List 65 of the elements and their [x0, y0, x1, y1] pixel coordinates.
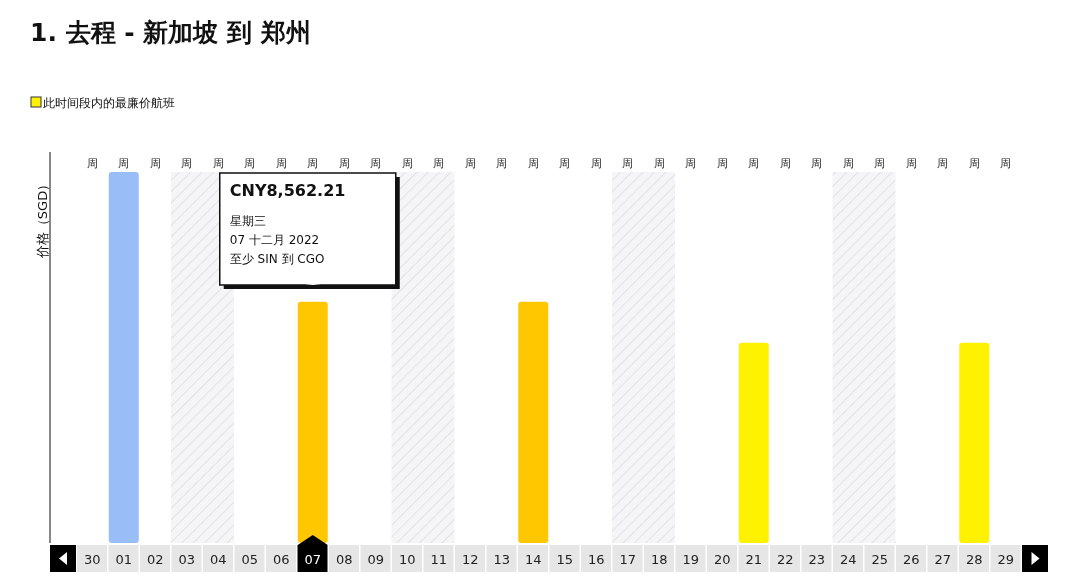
x-tick-label: 20 — [713, 552, 731, 567]
text: 周 — [716, 157, 728, 170]
text: 周 — [622, 157, 634, 170]
x-tick-label: 22 — [776, 552, 794, 567]
text: 周 — [842, 157, 854, 170]
text: 周 — [118, 157, 130, 170]
text: 周 — [685, 157, 697, 170]
x-tick-label: 17 — [619, 552, 637, 567]
text: 周 — [779, 157, 791, 170]
text: 周 — [968, 157, 980, 170]
x-tick-label: 13 — [493, 552, 511, 567]
text: 周 — [559, 157, 571, 170]
x-tick-label: 03 — [178, 552, 196, 567]
x-tick-label: 25 — [871, 552, 889, 567]
text: 周 — [811, 157, 823, 170]
x-tick-label: 27 — [934, 552, 952, 567]
x-tick-label: 21 — [745, 552, 763, 567]
chart-title: 1. 去程 - 新加坡 到 郑州 — [30, 18, 311, 47]
text: 周 — [433, 157, 445, 170]
x-tick-label: 19 — [682, 552, 700, 567]
x-tick-label: 15 — [556, 552, 574, 567]
text: 周 — [401, 157, 413, 170]
text: 周 — [748, 157, 760, 170]
x-tick-label: 30 — [83, 552, 101, 567]
x-tick-label: 16 — [587, 552, 605, 567]
text: 周 — [590, 157, 602, 170]
x-tick-label: 01 — [115, 552, 133, 567]
x-tick-label: 06 — [272, 552, 290, 567]
x-tick-label: 08 — [335, 552, 353, 567]
text: 周 — [370, 157, 382, 170]
x-tick-label: 09 — [367, 552, 385, 567]
text: 周 — [937, 157, 949, 170]
text: 周 — [905, 157, 917, 170]
x-tick-label: 23 — [808, 552, 826, 567]
x-tick-label: 14 — [524, 552, 542, 567]
x-tick-label: 29 — [997, 552, 1015, 567]
x-tick-label: 12 — [461, 552, 479, 567]
x-tick-label: 04 — [209, 552, 227, 567]
annotation: CNY8,562.21 星期三 07 十二月 2022 至少 SIN 到 CGO — [229, 181, 346, 266]
text: 周 — [338, 157, 350, 170]
text: 周 — [212, 157, 224, 170]
text: 周 — [181, 157, 193, 170]
x-tick-label: 18 — [650, 552, 668, 567]
text: 周 — [464, 157, 476, 170]
picture-tooltip: CNY8,562.21 星期三 07 十二月 2022 至少 SIN 到 CGO — [219, 172, 400, 289]
x-tick-label: 10 — [398, 552, 416, 567]
text: 周 — [244, 157, 256, 170]
x-tick-label: 02 — [146, 552, 164, 567]
x-tick-label: 28 — [965, 552, 983, 567]
text: 周 — [653, 157, 665, 170]
x-tick-label: 07 — [304, 552, 322, 567]
legend-label: 此时间段内的最廉价航班 — [43, 96, 175, 110]
text: 周 — [86, 157, 98, 170]
text: 周 — [275, 157, 287, 170]
text: 周 — [496, 157, 508, 170]
x-tick-label: 05 — [241, 552, 259, 567]
text: 周 — [307, 157, 319, 170]
text: 周 — [149, 157, 161, 170]
x-tick-label: 24 — [839, 552, 857, 567]
y-axis-title: 价格（SGD） — [35, 177, 50, 260]
text: 周 — [874, 157, 886, 170]
text: 周 — [1000, 157, 1012, 170]
x-tick-label: 26 — [902, 552, 920, 567]
text: 周 — [527, 157, 539, 170]
x-tick-label: 11 — [430, 552, 448, 567]
